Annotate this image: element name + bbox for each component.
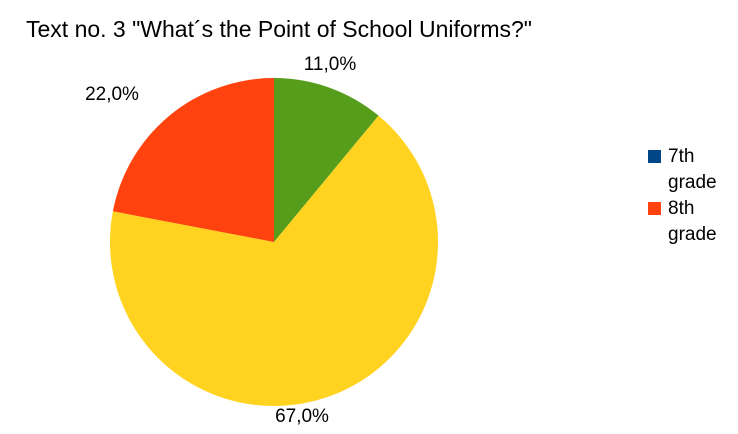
legend-label-7th-grade: 7th grade (668, 144, 738, 196)
legend-item-8th-grade: 8th grade (646, 196, 738, 248)
legend: 7th grade 8th grade (646, 144, 738, 248)
pie-data-label-0: 11,0% (304, 54, 357, 75)
pie-slices (110, 78, 438, 406)
pie-data-label-1: 67,0% (275, 406, 329, 427)
legend-item-7th-grade: 7th grade (646, 144, 738, 196)
legend-swatch-7th-grade (648, 150, 661, 163)
legend-swatch-8th-grade (648, 202, 661, 215)
legend-label-8th-grade: 8th grade (668, 196, 738, 248)
pie-data-label-2: 22,0% (85, 84, 139, 105)
